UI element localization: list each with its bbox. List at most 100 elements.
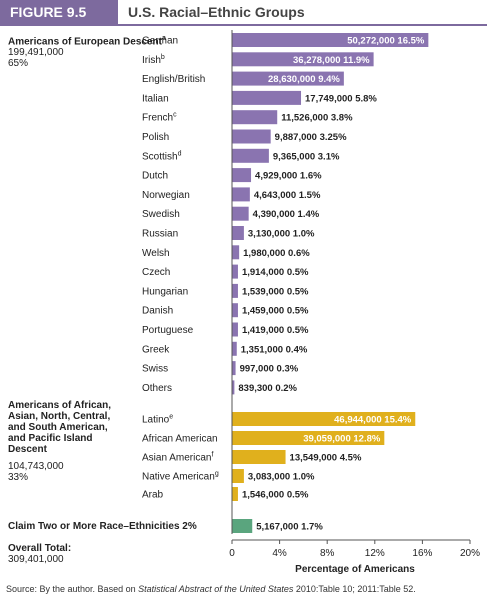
claim-two-label: Claim Two or More Race–Ethnicities 2%: [8, 521, 197, 532]
category-footnote-mark: c: [173, 112, 177, 119]
bar-value-label: 17,749,000 5.8%: [305, 93, 377, 104]
bar: [232, 264, 238, 279]
category-label: Latinoe: [142, 414, 173, 426]
figure-header: FIGURE 9.5 U.S. Racial–Ethnic Groups: [0, 0, 487, 26]
category-footnote-mark: d: [178, 150, 182, 157]
x-tick-label: 4%: [272, 548, 287, 559]
bar-value-label: 3,083,000 1.0%: [248, 472, 315, 483]
bar-value-label: 3,130,000 1.0%: [248, 229, 315, 240]
category-label: Arab: [142, 490, 164, 501]
bar-value-label: 1,980,000 0.6%: [243, 248, 310, 259]
bar-value-label: 50,272,000 16.5%: [347, 36, 425, 47]
category-label: Welsh: [142, 248, 170, 259]
bar-value-label: 9,887,000 3.25%: [275, 132, 347, 143]
source-title: Statistical Abstract of the United State…: [138, 584, 294, 594]
category-label: Swedish: [142, 209, 180, 220]
bar-value-label: 1,351,000 0.4%: [241, 344, 308, 355]
bar-value-label: 997,000 0.3%: [240, 364, 299, 375]
category-label: English/British: [142, 74, 205, 85]
bar-value-label: 13,549,000 4.5%: [290, 453, 362, 464]
bar-value-label: 4,643,000 1.5%: [254, 190, 321, 201]
x-tick-label: 0: [229, 548, 235, 559]
group-total-other: 104,743,000: [8, 461, 64, 472]
category-label: Native Americang: [142, 471, 219, 483]
bar: [232, 71, 344, 86]
figure-title: U.S. Racial–Ethnic Groups: [128, 4, 305, 20]
bar: [232, 469, 244, 483]
category-label: Danish: [142, 306, 173, 317]
category-label: African American: [142, 434, 218, 445]
bar: [232, 187, 250, 202]
bar-value-label: 9,365,000 3.1%: [273, 151, 340, 162]
bar-value-label: 5,167,000 1.7%: [256, 522, 323, 533]
category-label: Others: [142, 383, 172, 394]
bar-value-label: 4,929,000 1.6%: [255, 171, 322, 182]
bar: [232, 412, 416, 426]
bar: [232, 380, 235, 395]
group-label-other: Americans of African, Asian, North, Cent…: [8, 400, 128, 483]
bar: [232, 226, 244, 240]
x-tick-label: 8%: [320, 548, 335, 559]
bar: [232, 450, 286, 464]
bar: [232, 431, 385, 445]
bar: [232, 519, 253, 533]
category-label: Asian Americanf: [142, 452, 213, 464]
bar-value-label: 839,300 0.2%: [238, 383, 297, 394]
bar: [232, 52, 374, 67]
x-tick-label: 12%: [365, 548, 385, 559]
header-rule: [0, 24, 487, 26]
group-name-european: Americans of European Descenta: [8, 35, 166, 48]
x-axis-label: Percentage of Americans: [295, 564, 415, 575]
group-share-other: 33%: [8, 472, 29, 483]
bar: [232, 168, 252, 183]
source-prefix: Source: By the author. Based on: [6, 584, 139, 594]
bar-value-label: 28,630,000 9.4%: [268, 74, 340, 85]
bar-value-label: 46,944,000 15.4%: [334, 415, 412, 426]
group-share-european: 65%: [8, 58, 29, 70]
bar: [232, 283, 238, 298]
category-label: Russian: [142, 229, 178, 240]
category-label: Frenchc: [142, 112, 177, 124]
bar: [232, 341, 237, 356]
category-label: German: [142, 36, 178, 47]
bar: [232, 110, 278, 125]
bar-value-label: 1,539,000 0.5%: [242, 286, 309, 297]
category-footnote-mark: f: [211, 452, 213, 459]
category-label: Swiss: [142, 364, 168, 375]
figure-label: FIGURE 9.5: [0, 0, 118, 24]
category-label: Irishb: [142, 54, 165, 66]
bar: [232, 361, 236, 376]
category-footnote-mark: e: [169, 414, 173, 421]
overall-total-label: Overall Total:: [8, 543, 72, 554]
bar: [232, 90, 302, 105]
bar-value-label: 39,059,000 12.8%: [303, 434, 381, 445]
bar: [232, 487, 238, 501]
bar-value-label: 1,914,000 0.5%: [242, 267, 309, 278]
overall-total: Overall Total: 309,401,000: [8, 543, 71, 565]
category-label: Greek: [142, 344, 170, 355]
source-suffix: 2010:Table 10; 2011:Table 52.: [293, 584, 416, 594]
bar: [232, 322, 238, 337]
source-note: Source: By the author. Based on Statisti…: [6, 584, 416, 594]
x-tick-label: 20%: [460, 548, 480, 559]
bar: [232, 245, 240, 260]
x-tick-label: 16%: [412, 548, 432, 559]
bar-value-label: 11,526,000 3.8%: [281, 113, 353, 124]
bar: [232, 33, 429, 47]
category-label: Scottishd: [142, 150, 182, 162]
category-footnote-mark: g: [215, 471, 219, 478]
category-label: Portuguese: [142, 325, 194, 336]
category-label: Dutch: [142, 171, 168, 182]
bar: [232, 206, 249, 221]
category-label: Italian: [142, 93, 169, 104]
group-name-other: Americans of African, Asian, North, Cent…: [8, 400, 111, 455]
bar: [232, 148, 269, 163]
bar-value-label: 1,419,000 0.5%: [242, 325, 309, 336]
category-footnote-mark: b: [161, 54, 165, 61]
bar: [232, 303, 238, 318]
category-label: Czech: [142, 267, 170, 278]
bar-value-label: 36,278,000 11.9%: [293, 55, 370, 66]
category-label: Norwegian: [142, 190, 190, 201]
